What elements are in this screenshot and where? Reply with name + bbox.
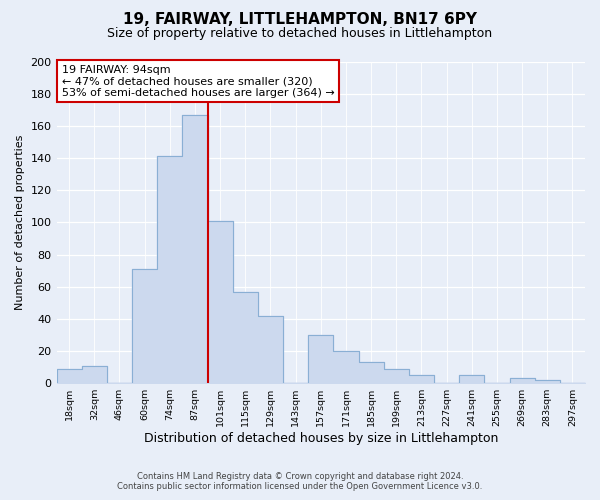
Text: Size of property relative to detached houses in Littlehampton: Size of property relative to detached ho… [107, 28, 493, 40]
X-axis label: Distribution of detached houses by size in Littlehampton: Distribution of detached houses by size … [143, 432, 498, 445]
Text: Contains HM Land Registry data © Crown copyright and database right 2024.
Contai: Contains HM Land Registry data © Crown c… [118, 472, 482, 491]
Text: 19, FAIRWAY, LITTLEHAMPTON, BN17 6PY: 19, FAIRWAY, LITTLEHAMPTON, BN17 6PY [123, 12, 477, 28]
Y-axis label: Number of detached properties: Number of detached properties [15, 134, 25, 310]
Text: 19 FAIRWAY: 94sqm
← 47% of detached houses are smaller (320)
53% of semi-detache: 19 FAIRWAY: 94sqm ← 47% of detached hous… [62, 64, 335, 98]
